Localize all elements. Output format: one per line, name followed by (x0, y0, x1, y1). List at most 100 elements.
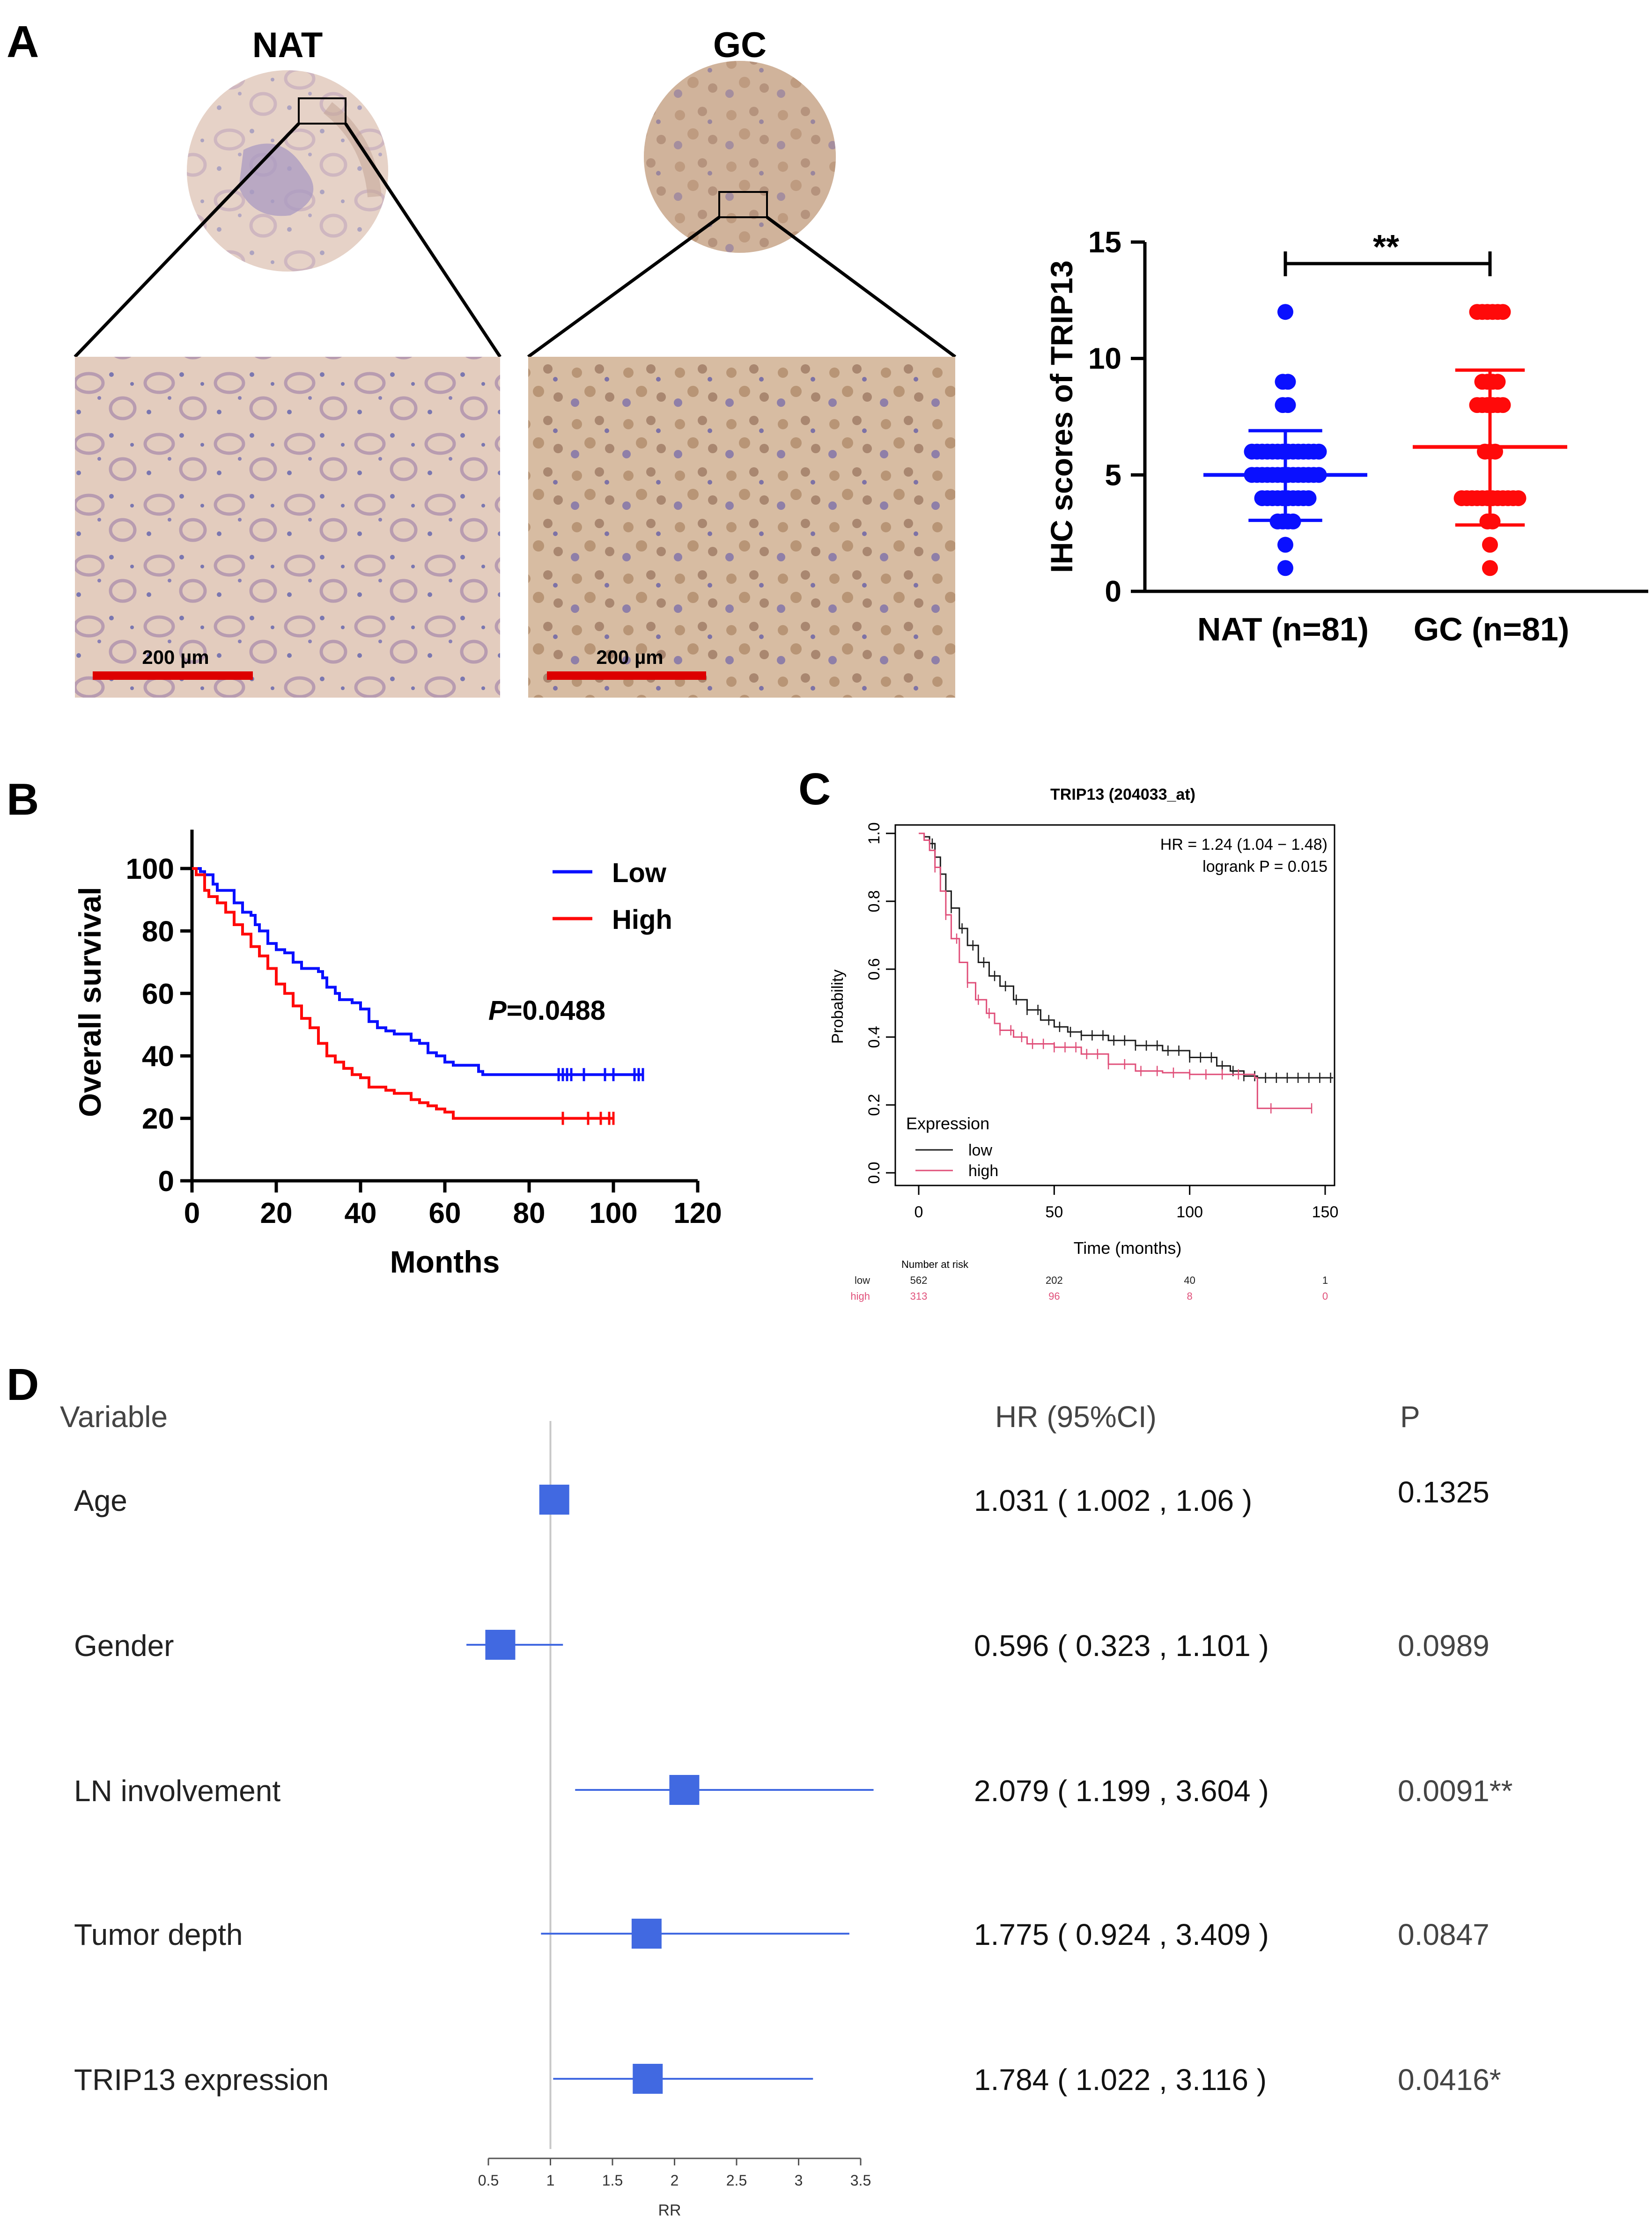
gc-magnified-image: 200 µm (528, 357, 955, 698)
forest-header-hr: HR (95%CI) (995, 1400, 1157, 1434)
ihc-y-tick-label: 0 (1105, 574, 1121, 608)
km-plotter-y-tick-label: 0.0 (865, 1162, 883, 1184)
ihc-point (1484, 513, 1501, 530)
forest-x-axis-label: RR (658, 2201, 681, 2219)
forest-x-tick-label: 1 (546, 2172, 555, 2189)
risk-value-high: 0 (1322, 1290, 1328, 1302)
km-plotter-y-tick-label: 0.2 (865, 1094, 883, 1116)
ihc-point (1510, 490, 1527, 507)
km-plotter-risk-table: Number at risk low high 562 313 202 96 40 8 1 0 (850, 1259, 1328, 1302)
ihc-point (1311, 443, 1327, 460)
panel-d: D Variable HR (95%CI) P Age 1.031 ( 1.002… (7, 1360, 1513, 2219)
panel-label-a: A (7, 17, 39, 67)
km-local-legend: Low High (553, 858, 672, 935)
ihc-point (1300, 490, 1317, 507)
forest-x-axis: 0.5 1 1.5 2 2.5 3 3.5 (478, 2157, 871, 2189)
km-local-y-tick-label: 0 (158, 1165, 174, 1198)
nat-scale-label: 200 µm (142, 646, 209, 668)
km-plotter-title: TRIP13 (204033_at) (1050, 786, 1195, 803)
nat-tissue-core-image (187, 70, 388, 272)
nat-magnified-image: 200 µm (75, 357, 500, 698)
ihc-points (1203, 304, 1567, 576)
ihc-y-tick-label: 10 (1088, 342, 1121, 375)
forest-x-tick-label: 3 (795, 2172, 803, 2189)
ihc-category-gc: GC (n=81) (1414, 611, 1570, 648)
panel-c: C TRIP13 (204033_at) 0 50 100 1500.00.20.40… (798, 764, 1338, 1302)
ihc-point (1490, 374, 1506, 390)
ihc-y-tick-label: 15 (1088, 225, 1121, 259)
km-local-x-tick-label: 40 (345, 1197, 377, 1229)
forest-variable-label: Age (74, 1484, 127, 1517)
km-local-x-axis-label: Months (390, 1244, 500, 1279)
forest-hr-text: 1.784 ( 1.022 , 3.116 ) (974, 2063, 1267, 2097)
risk-value-high: 8 (1187, 1290, 1193, 1302)
km-local-x-tick-label: 120 (673, 1197, 722, 1229)
ihc-category-labels: NAT (n=81) GC (n=81) (1197, 611, 1569, 648)
risk-table-title: Number at risk (901, 1259, 969, 1270)
forest-estimate-box (485, 1630, 516, 1660)
km-local-x-tick-label: 0 (184, 1197, 200, 1229)
km-local-y-tick-label: 80 (142, 915, 174, 948)
forest-p-text: 0.1325 (1398, 1475, 1490, 1509)
ihc-point (1495, 397, 1511, 413)
ihc-point (1280, 374, 1296, 390)
km-plotter-x-tick-label: 150 (1312, 1203, 1339, 1221)
km-plotter-y-tick-label: 0.4 (865, 1026, 883, 1048)
forest-row: Tumor depth 1.775 ( 0.924 , 3.409 ) 0.0847 (74, 1918, 1490, 1951)
forest-header-p: P (1400, 1400, 1420, 1434)
km-local-curves (192, 867, 644, 1125)
km-local-x-tick-label: 20 (260, 1197, 293, 1229)
km-plotter-y-tick-label: 0.6 (865, 958, 883, 980)
km-local-y-tick-label: 60 (142, 978, 174, 1010)
km-plotter-legend-title: Expression (906, 1114, 989, 1133)
nat-scale-bar (93, 671, 253, 680)
ihc-y-tick-label: 5 (1105, 458, 1121, 492)
ihc-significance-stars: ** (1373, 228, 1399, 266)
km-local-y-tick-label: 20 (142, 1103, 174, 1135)
gc-tissue-core-image (644, 61, 836, 253)
ihc-y-ticks: 0 5 10 15 (1088, 225, 1145, 608)
forest-x-tick-label: 3.5 (850, 2172, 871, 2189)
ihc-point (1277, 304, 1293, 320)
forest-header-variable: Variable (60, 1400, 168, 1434)
km-plotter-legend-low: low (968, 1141, 992, 1159)
panel-label-b: B (7, 774, 39, 824)
gc-zoom-line-left (527, 216, 721, 358)
forest-row: TRIP13 expression 1.784 ( 1.022 , 3.116 )… (74, 2063, 1501, 2097)
ihc-scatter-plot: 0 5 10 15 IHC scores of TRIP13 NAT (n=81) G… (1044, 225, 1648, 648)
km-plotter-curves (919, 832, 1334, 1114)
km-plotter-hr: HR = 1.24 (1.04 − 1.48) (1160, 836, 1328, 854)
forest-row: Gender 0.596 ( 0.323 , 1.101 ) 0.0989 (74, 1629, 1490, 1663)
ihc-category-nat: NAT (n=81) (1197, 611, 1369, 648)
risk-value-low: 1 (1322, 1274, 1328, 1286)
panel-label-d: D (7, 1360, 39, 1410)
nat-zoom-line-left (74, 122, 300, 358)
forest-p-text: 0.0989 (1398, 1629, 1490, 1663)
forest-x-tick-label: 1.5 (602, 2172, 623, 2189)
forest-variable-label: Tumor depth (74, 1918, 243, 1951)
km-plotter-logrank: logrank P = 0.015 (1202, 858, 1328, 876)
gc-scale-label: 200 µm (596, 646, 663, 668)
risk-row-high-label: high (850, 1290, 870, 1302)
km-plotter-x-tick-label: 100 (1176, 1203, 1203, 1221)
forest-p-text: 0.0091** (1398, 1774, 1513, 1808)
risk-value-low: 202 (1046, 1274, 1063, 1286)
forest-variable-label: LN involvement (74, 1774, 280, 1808)
km-local-y-tick-label: 100 (126, 853, 174, 885)
km-plotter-x-axis-label: Time (months) (1074, 1238, 1182, 1258)
km-plotter-x-tick-label: 50 (1045, 1203, 1063, 1221)
nat-title: NAT (252, 25, 323, 65)
km-local-pvalue: P=0.0488 (488, 995, 605, 1026)
km-plotter-y-tick-label: 0.8 (865, 890, 883, 912)
legend-high-label: High (612, 905, 672, 935)
risk-row-low-label: low (855, 1274, 870, 1286)
legend-low-label: Low (612, 858, 667, 888)
risk-table-values: 562 313 202 96 40 8 1 0 (910, 1274, 1328, 1302)
forest-hr-text: 1.031 ( 1.002 , 1.06 ) (974, 1484, 1252, 1517)
km-local-pvalue-label: P (488, 995, 507, 1026)
forest-row: LN involvement 2.079 ( 1.199 , 3.604 ) 0.0… (74, 1774, 1513, 1808)
km-plotter-frame (894, 824, 1335, 1186)
forest-estimate-box (669, 1775, 700, 1805)
risk-value-low: 562 (910, 1274, 928, 1286)
forest-estimate-box (539, 1485, 569, 1515)
